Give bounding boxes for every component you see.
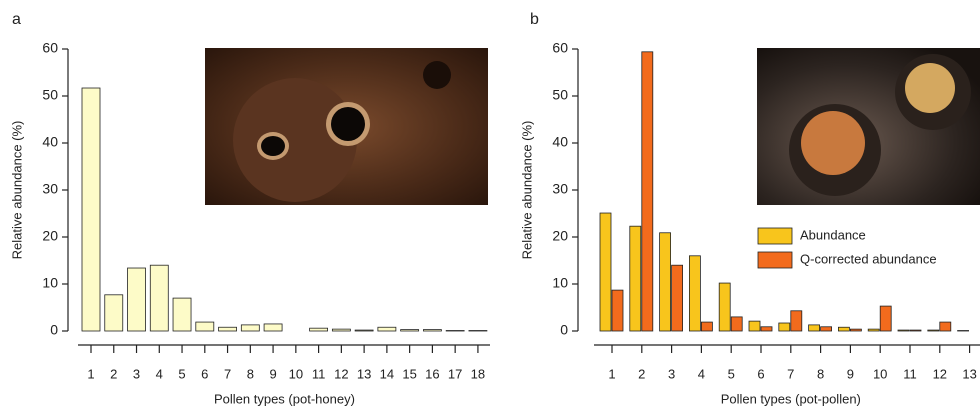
x-tick-label: 4: [698, 366, 705, 381]
bar: [928, 330, 939, 331]
y-tick-label: 30: [552, 181, 568, 197]
x-tick-label: 12: [334, 366, 348, 381]
bar: [672, 265, 683, 331]
y-tick-label: 60: [552, 40, 568, 56]
panel-label: a: [12, 11, 21, 28]
bar: [82, 88, 100, 331]
y-tick-label: 10: [552, 275, 568, 291]
x-tick-label: 1: [608, 366, 615, 381]
bar: [809, 325, 820, 331]
x-tick-label: 17: [448, 366, 462, 381]
y-tick-label: 50: [552, 87, 568, 103]
bar: [378, 327, 396, 331]
bar: [642, 52, 653, 331]
bar: [105, 295, 123, 331]
legend-label: Abundance: [800, 227, 866, 242]
x-tick-label: 5: [178, 366, 185, 381]
bar: [940, 322, 951, 331]
x-tick-label: 5: [728, 366, 735, 381]
bar: [689, 256, 700, 331]
x-tick-label: 16: [425, 366, 439, 381]
bar: [701, 322, 712, 331]
bar: [880, 306, 891, 331]
bar: [264, 324, 282, 331]
bar: [196, 322, 214, 331]
bar: [173, 298, 191, 331]
figure: a0102030405060Pollen types (pot-honey)Re…: [0, 0, 980, 410]
x-tick-label: 2: [110, 366, 117, 381]
legend-label: Q-corrected abundance: [800, 251, 937, 266]
legend-swatch: [758, 252, 792, 268]
bar: [355, 330, 373, 331]
bar: [128, 268, 146, 331]
x-tick-label: 13: [962, 366, 976, 381]
x-tick-label: 4: [156, 366, 163, 381]
bar: [612, 290, 623, 331]
bar: [150, 265, 168, 331]
y-tick-label: 0: [560, 322, 568, 338]
x-axis-label: Pollen types (pot-honey): [214, 391, 355, 406]
x-tick-label: 7: [224, 366, 231, 381]
x-tick-label: 1: [87, 366, 94, 381]
y-tick-label: 0: [50, 322, 58, 338]
bar: [332, 329, 350, 331]
photo-pot-honey: [205, 48, 488, 205]
x-tick-label: 9: [269, 366, 276, 381]
y-tick-label: 50: [42, 87, 58, 103]
bar: [660, 233, 671, 331]
bar: [868, 329, 879, 331]
x-tick-label: 8: [817, 366, 824, 381]
bar: [401, 330, 419, 331]
x-tick-label: 10: [873, 366, 887, 381]
x-axis-label: Pollen types (pot-pollen): [721, 391, 861, 406]
x-tick-label: 14: [380, 366, 394, 381]
bar: [749, 321, 760, 331]
x-tick-label: 3: [133, 366, 140, 381]
x-tick-label: 13: [357, 366, 371, 381]
y-tick-label: 10: [42, 275, 58, 291]
y-tick-label: 20: [552, 228, 568, 244]
y-tick-label: 40: [42, 134, 58, 150]
page: {"chart_data": [ {"type": "bar", "label"…: [0, 0, 980, 410]
panel-label: b: [530, 11, 539, 28]
y-tick-label: 20: [42, 228, 58, 244]
photo-pot-pollen: [757, 48, 980, 205]
x-tick-label: 11: [312, 366, 326, 381]
y-tick-label: 60: [42, 40, 58, 56]
x-tick-label: 12: [933, 366, 947, 381]
x-tick-label: 3: [668, 366, 675, 381]
bar: [219, 327, 237, 331]
y-axis-label: Relative abundance (%): [519, 121, 534, 260]
bar: [761, 327, 772, 331]
bar: [838, 327, 849, 331]
bar: [719, 283, 730, 331]
bar: [791, 311, 802, 331]
x-tick-label: 10: [289, 366, 303, 381]
x-tick-label: 6: [201, 366, 208, 381]
x-tick-label: 18: [471, 366, 485, 381]
bar: [600, 213, 611, 331]
bar: [779, 323, 790, 331]
x-tick-label: 11: [903, 366, 917, 381]
x-tick-label: 2: [638, 366, 645, 381]
x-tick-label: 9: [847, 366, 854, 381]
bar: [423, 330, 441, 331]
bar: [731, 317, 742, 331]
bar: [850, 329, 861, 331]
y-tick-label: 30: [42, 181, 58, 197]
legend-swatch: [758, 228, 792, 244]
bar: [821, 327, 832, 331]
x-tick-label: 6: [757, 366, 764, 381]
bar: [241, 325, 259, 331]
bar: [630, 226, 641, 331]
x-tick-label: 7: [787, 366, 794, 381]
bar: [898, 330, 909, 331]
x-tick-label: 15: [402, 366, 416, 381]
bar: [310, 328, 328, 331]
y-axis-label: Relative abundance (%): [9, 121, 24, 260]
y-tick-label: 40: [552, 134, 568, 150]
x-tick-label: 8: [247, 366, 254, 381]
bar: [910, 330, 921, 331]
